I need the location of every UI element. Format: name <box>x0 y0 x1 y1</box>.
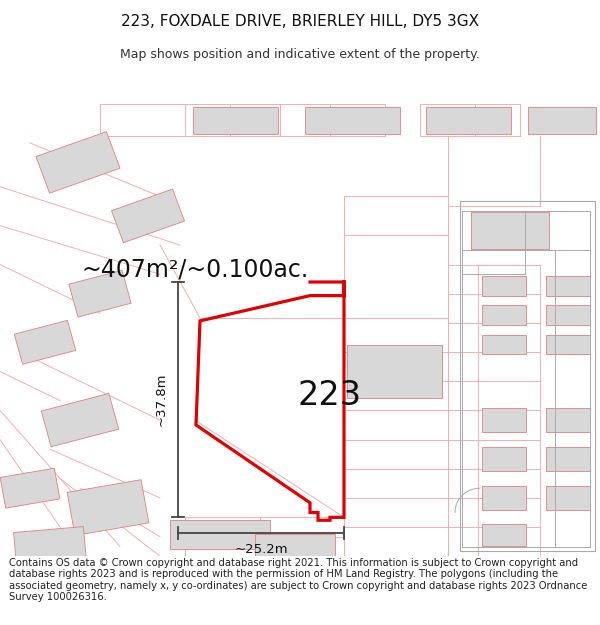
Bar <box>482 447 526 471</box>
Bar <box>482 524 526 546</box>
Bar <box>14 527 86 566</box>
Bar <box>67 480 149 536</box>
Text: ~37.8m: ~37.8m <box>155 373 168 426</box>
Bar <box>482 486 526 510</box>
Text: 223, FOXDALE DRIVE, BRIERLEY HILL, DY5 3GX: 223, FOXDALE DRIVE, BRIERLEY HILL, DY5 3… <box>121 14 479 29</box>
Bar <box>255 534 335 559</box>
Bar <box>193 107 277 134</box>
Bar <box>546 408 590 432</box>
Bar <box>347 345 442 398</box>
Bar <box>14 321 76 364</box>
Bar <box>482 408 526 432</box>
Bar <box>36 132 120 193</box>
Text: 223: 223 <box>298 379 362 412</box>
Bar <box>425 107 511 134</box>
Bar <box>482 334 526 354</box>
Bar <box>471 212 549 249</box>
Text: ~25.2m: ~25.2m <box>234 542 288 556</box>
Bar <box>482 276 526 296</box>
Bar <box>112 189 185 242</box>
Bar <box>546 486 590 510</box>
Bar <box>528 107 596 134</box>
Bar <box>69 271 131 317</box>
Bar <box>305 107 400 134</box>
Bar <box>0 468 60 508</box>
Bar <box>546 306 590 325</box>
Text: ~407m²/~0.100ac.: ~407m²/~0.100ac. <box>82 258 309 282</box>
Bar <box>546 276 590 296</box>
Bar <box>546 334 590 354</box>
Bar <box>41 394 119 447</box>
Text: Contains OS data © Crown copyright and database right 2021. This information is : Contains OS data © Crown copyright and d… <box>9 558 587 602</box>
Bar <box>546 447 590 471</box>
Bar <box>170 520 270 549</box>
Text: Map shows position and indicative extent of the property.: Map shows position and indicative extent… <box>120 48 480 61</box>
Bar <box>482 306 526 325</box>
